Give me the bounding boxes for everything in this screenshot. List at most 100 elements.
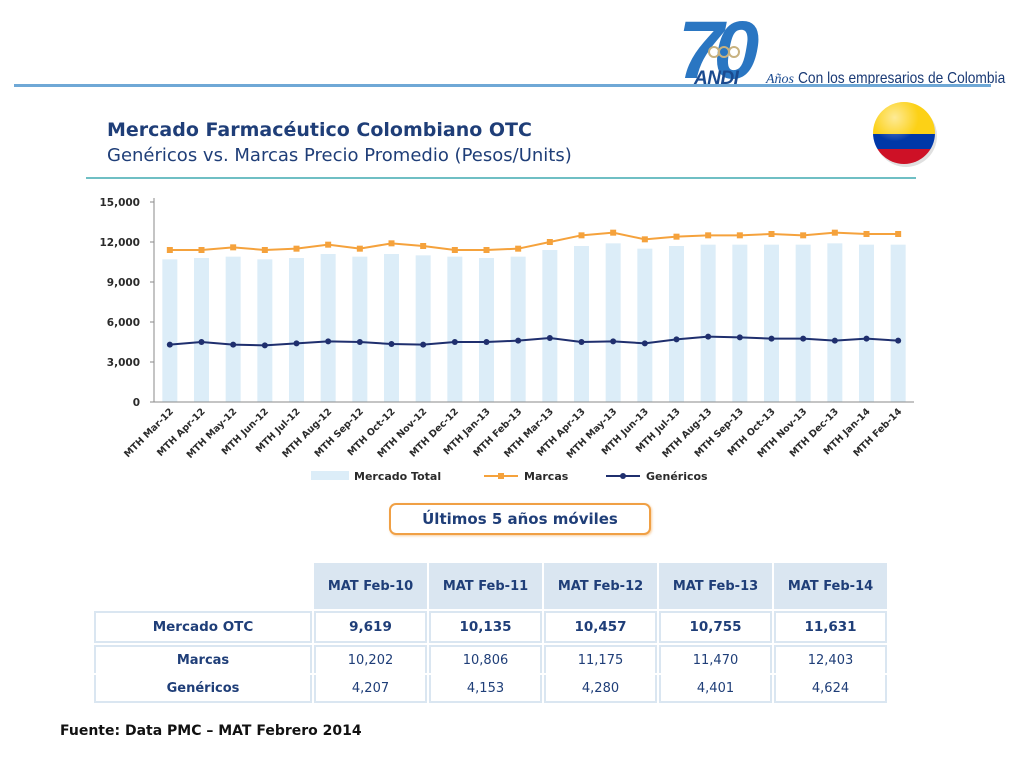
bar-mercado-total <box>890 244 906 402</box>
point-genericos <box>895 337 902 344</box>
point-genericos <box>546 335 553 341</box>
table-row: Mercado OTC 9,619 10,135 10,457 10,755 1… <box>94 611 887 643</box>
point-marcas <box>578 232 585 239</box>
point-genericos <box>800 335 807 342</box>
point-marcas <box>736 232 743 239</box>
table-cell: 4,280 <box>544 675 657 703</box>
row-label: Marcas <box>94 645 312 673</box>
column-header: MAT Feb-12 <box>544 563 657 609</box>
logo-ring-3 <box>728 46 740 58</box>
row-label: Genéricos <box>94 675 312 703</box>
point-marcas <box>420 243 427 249</box>
table-cell: 10,806 <box>429 645 542 673</box>
point-marcas <box>831 229 838 236</box>
table-cell: 4,624 <box>774 675 887 703</box>
row-label: Mercado OTC <box>94 611 312 643</box>
bar-mercado-total <box>859 244 874 402</box>
y-tick-label: 12,000 <box>99 237 140 249</box>
point-genericos <box>483 339 490 345</box>
table-cell: 4,153 <box>429 675 542 703</box>
logo-70-graphic: 70 <box>680 10 769 82</box>
logo-anos-text: Años <box>766 72 794 87</box>
table-cell: 10,755 <box>659 611 772 643</box>
bar-mercado-total <box>194 258 209 402</box>
point-genericos <box>673 336 680 343</box>
bar-mercado-total <box>574 246 589 402</box>
point-genericos <box>325 338 332 345</box>
point-marcas <box>895 231 902 237</box>
source-note: Fuente: Data PMC – MAT Febrero 2014 <box>60 723 362 739</box>
table-cell: 9,619 <box>314 611 427 643</box>
andi-logo: 70 ANDI Años Con los empresarios de Colo… <box>680 10 1005 89</box>
slide-subtitle: Genéricos vs. Marcas Precio Promedio (Pe… <box>107 145 572 166</box>
line-genericos <box>169 335 899 347</box>
point-genericos <box>356 339 363 345</box>
bar-mercado-total <box>257 259 273 402</box>
table-header-row: MAT Feb-10 MAT Feb-11 MAT Feb-12 MAT Feb… <box>94 563 887 609</box>
table-cell: 11,470 <box>659 645 772 673</box>
table-cell: 11,175 <box>544 645 657 673</box>
bar-mercado-total <box>700 244 716 402</box>
table-row: Genéricos 4,207 4,153 4,280 4,401 4,624 <box>94 675 887 703</box>
point-genericos <box>610 338 617 345</box>
point-genericos <box>578 339 585 345</box>
point-marcas <box>673 233 680 240</box>
legend-swatch-mercado-total <box>311 471 349 480</box>
point-genericos <box>831 337 838 344</box>
point-marcas <box>388 240 395 247</box>
point-marcas <box>198 247 205 253</box>
title-divider <box>86 177 916 179</box>
legend-label-marcas: Marcas <box>524 470 569 483</box>
y-tick-label: 15,000 <box>99 197 140 209</box>
point-genericos <box>261 342 268 349</box>
last-5-years-callout: Últimos 5 años móviles <box>389 503 651 535</box>
bar-mercado-total <box>637 248 653 402</box>
header-divider <box>14 84 991 87</box>
bar-mercado-total <box>415 255 431 402</box>
table-row: Marcas 10,202 10,806 11,175 11,470 12,40… <box>94 645 887 673</box>
point-marcas <box>863 231 870 237</box>
point-genericos <box>388 341 395 347</box>
bar-mercado-total <box>479 258 494 402</box>
bar-mercado-total <box>764 244 779 402</box>
point-marcas <box>166 247 173 253</box>
point-marcas <box>451 247 458 253</box>
bar-mercado-total <box>289 258 304 402</box>
table-cell: 10,135 <box>429 611 542 643</box>
colombia-flag-icon <box>873 102 937 167</box>
slide-title: Mercado Farmacéutico Colombiano OTC <box>107 119 532 141</box>
bar-mercado-total <box>225 256 241 402</box>
point-genericos <box>293 340 300 347</box>
point-marcas <box>705 232 712 239</box>
point-genericos <box>420 341 427 348</box>
table-cell: 12,403 <box>774 645 887 673</box>
legend-marker-genericos <box>620 473 626 479</box>
point-marcas <box>261 247 268 253</box>
point-marcas <box>515 245 522 252</box>
legend-label-mercado-total: Mercado Total <box>354 470 441 483</box>
point-marcas <box>641 236 648 243</box>
legend-marker-marcas <box>498 473 504 479</box>
table-cell: 4,207 <box>314 675 427 703</box>
bar-mercado-total <box>510 256 526 402</box>
bar-mercado-total <box>542 250 558 402</box>
column-header: MAT Feb-10 <box>314 563 427 609</box>
point-marcas <box>230 244 237 251</box>
point-genericos <box>736 334 743 341</box>
point-marcas <box>293 245 300 252</box>
bar-mercado-total <box>827 243 843 402</box>
y-tick-label: 6,000 <box>107 317 140 329</box>
y-tick-label: 3,000 <box>107 357 140 369</box>
column-header: MAT Feb-13 <box>659 563 772 609</box>
column-header: MAT Feb-14 <box>774 563 887 609</box>
y-tick-label: 9,000 <box>107 277 140 289</box>
point-genericos <box>198 339 205 345</box>
point-marcas <box>610 229 617 236</box>
table-cell: 11,631 <box>774 611 887 643</box>
point-genericos <box>863 335 870 342</box>
point-genericos <box>768 335 775 342</box>
bar-mercado-total <box>162 259 178 402</box>
legend-label-genericos: Genéricos <box>646 470 708 483</box>
mat-table: MAT Feb-10 MAT Feb-11 MAT Feb-12 MAT Feb… <box>92 561 889 705</box>
